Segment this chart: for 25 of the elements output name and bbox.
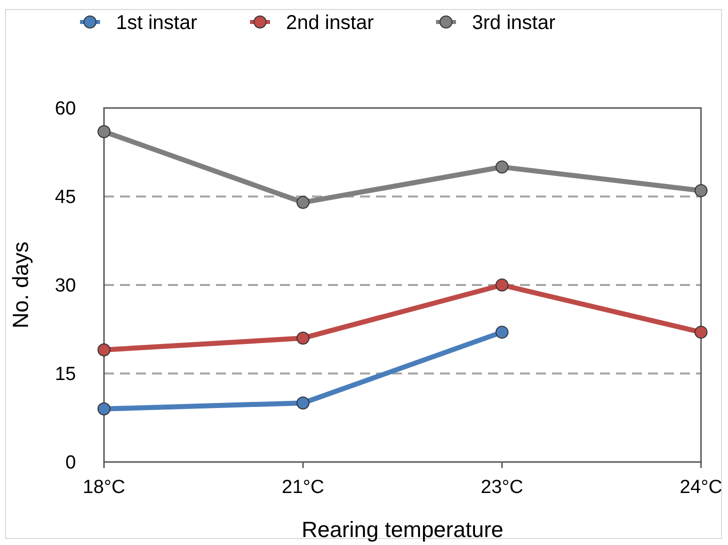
point	[694, 184, 708, 198]
point	[694, 326, 708, 339]
point	[98, 125, 110, 138]
y-tick-label: 30	[54, 276, 76, 297]
x-tick-label: 24°C	[680, 477, 722, 498]
legend-label: 3rd instar	[472, 12, 556, 34]
legend-label: 1st instar	[116, 12, 198, 34]
y-tick-label: 60	[54, 98, 76, 120]
legend-label: 2nd instar	[286, 12, 374, 34]
point	[98, 402, 110, 416]
x-axis-title: Rearing temperature	[302, 517, 504, 542]
point	[296, 332, 310, 345]
x-tick-label: 18°C	[82, 477, 126, 498]
point	[296, 196, 310, 209]
point	[296, 396, 310, 410]
x-tick-label: 21°C	[282, 477, 324, 498]
point	[496, 326, 508, 339]
x-tick-label: 23°C	[480, 477, 524, 498]
point	[496, 160, 508, 174]
point	[98, 343, 110, 356]
y-axis-title: No. days	[8, 242, 33, 328]
y-tick-label: 45	[54, 187, 76, 208]
point	[496, 278, 508, 292]
y-tick-label: 15	[54, 364, 76, 386]
y-tick-label: 0	[65, 452, 76, 474]
